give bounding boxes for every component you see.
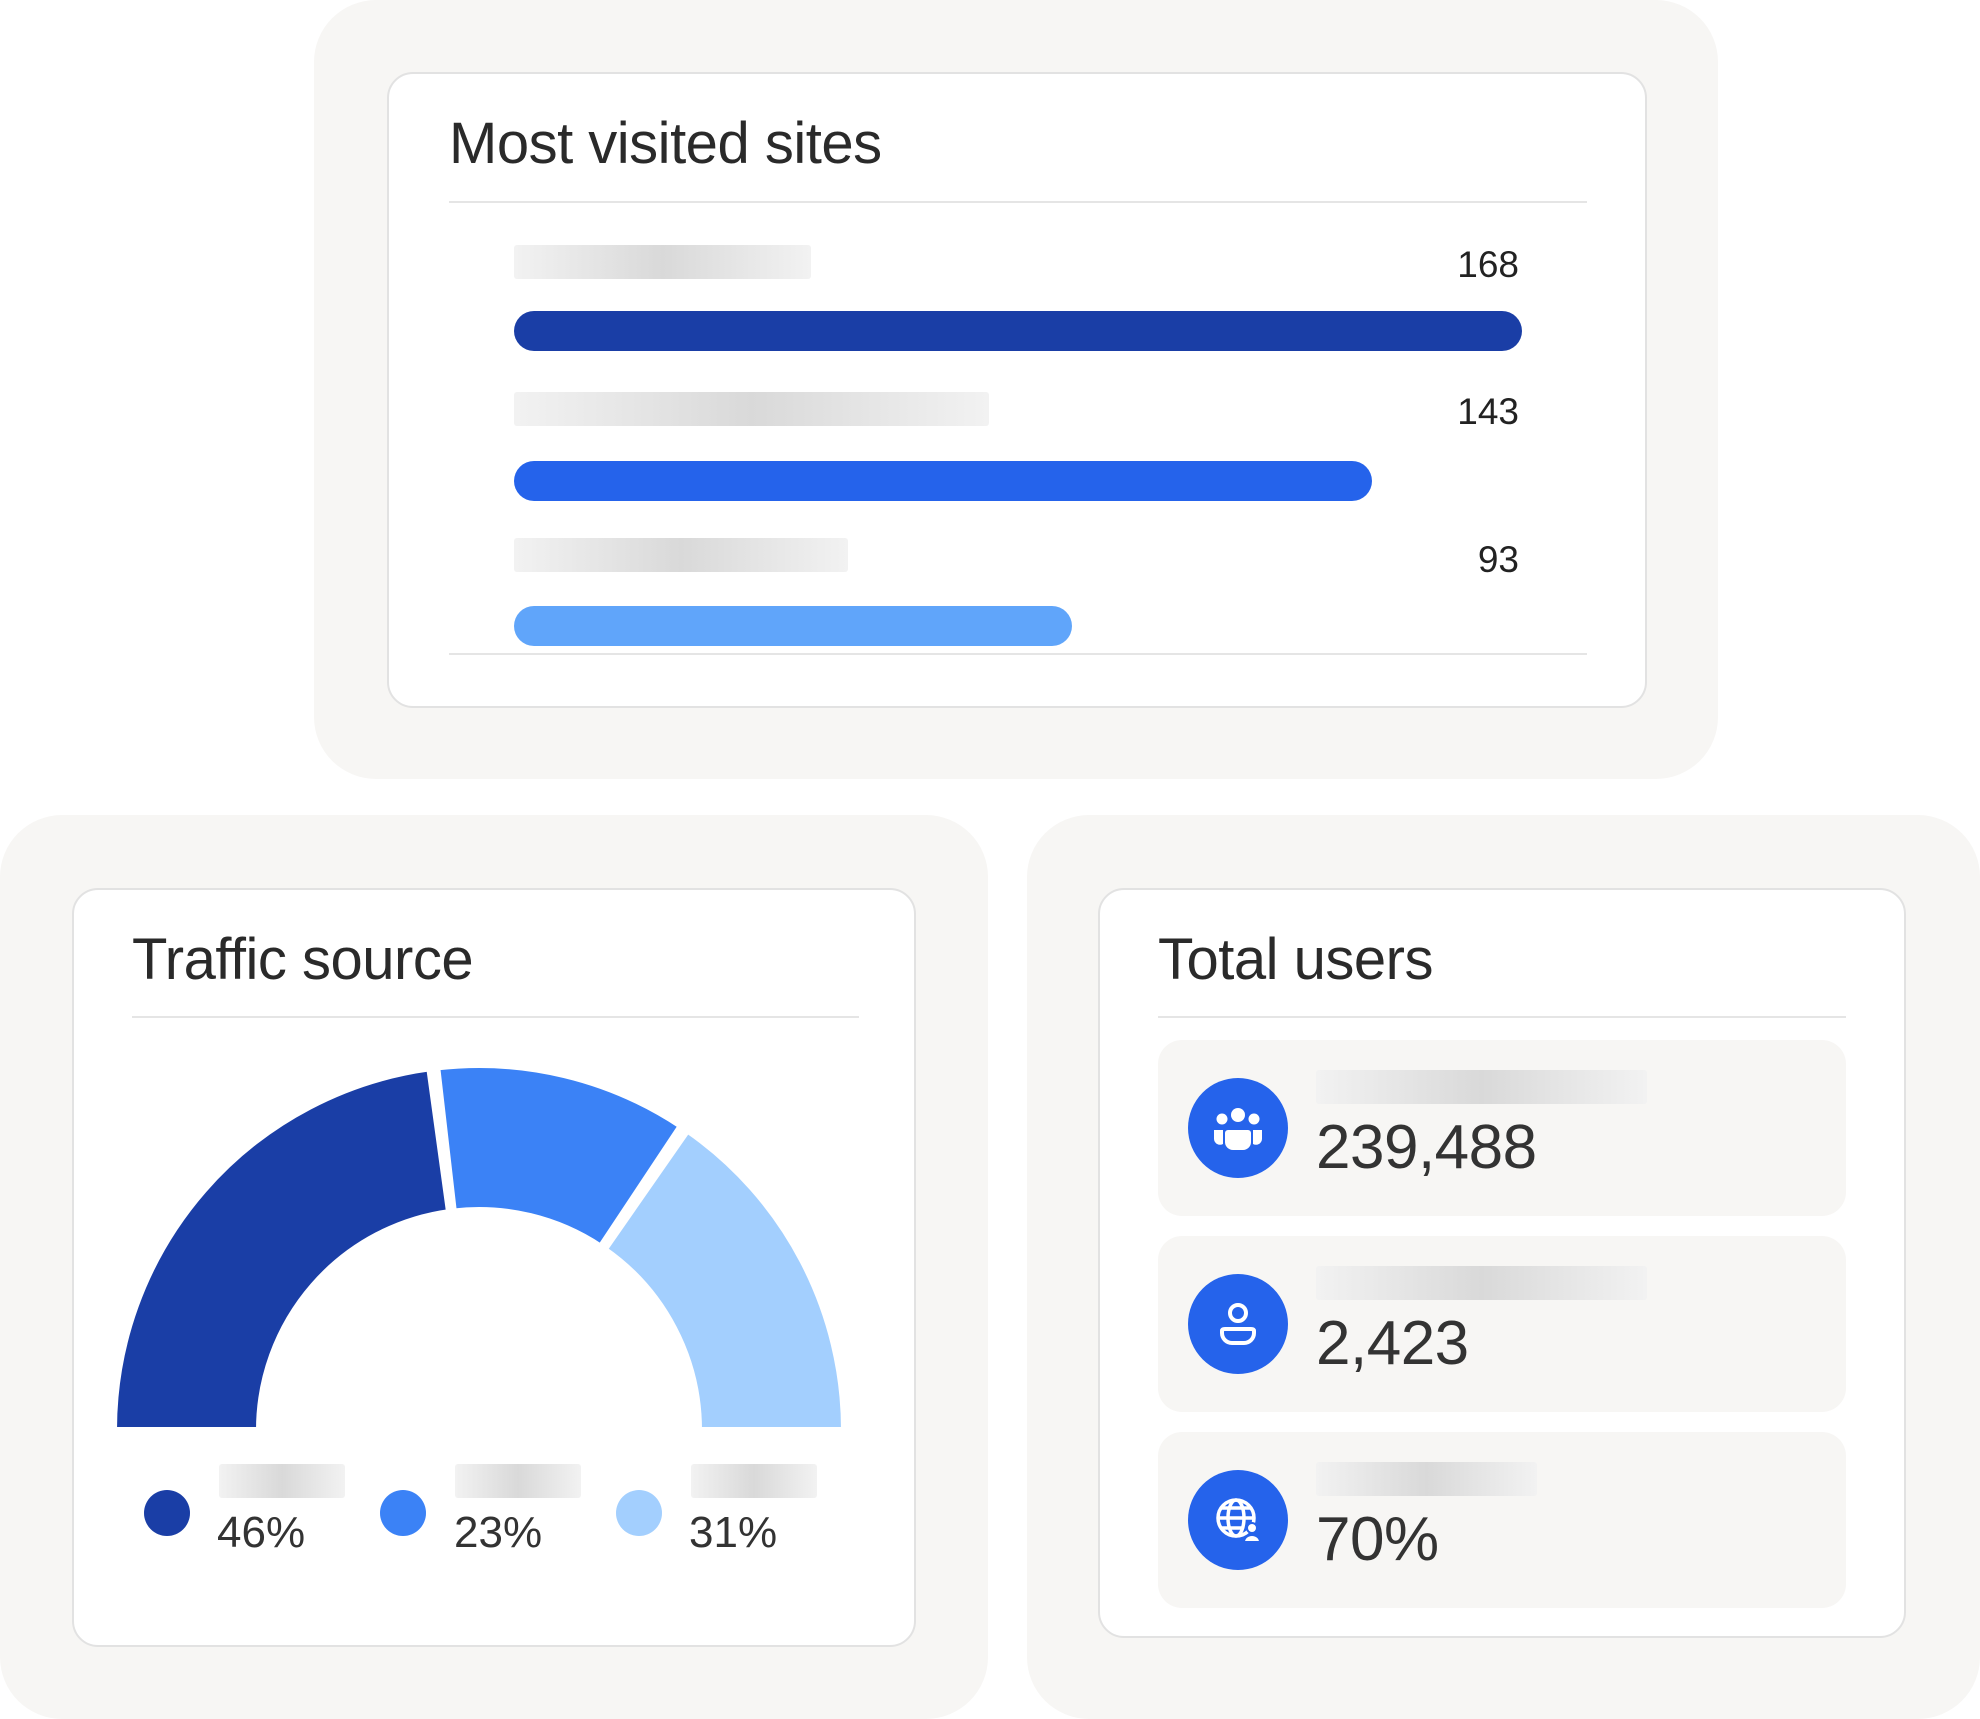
metric-label-placeholder <box>1316 1462 1537 1496</box>
site-name-placeholder <box>514 392 989 426</box>
site-visits-value: 168 <box>1457 244 1519 285</box>
legend-label-placeholder <box>455 1464 581 1498</box>
title-divider <box>449 201 1587 203</box>
title-divider <box>132 1016 859 1018</box>
site-visits-bar <box>514 311 1522 351</box>
total-users-title: Total users <box>1158 927 1433 992</box>
active-users-value: 2,423 <box>1316 1309 1469 1378</box>
legend-label-placeholder <box>691 1464 817 1498</box>
legend-label-placeholder <box>219 1464 345 1498</box>
legend-percent: 31% <box>689 1508 778 1557</box>
bottom-divider <box>449 653 1587 655</box>
most-visited-title: Most visited sites <box>449 111 882 176</box>
legend-dot <box>380 1490 426 1536</box>
gauge-segment-1 <box>111 1065 453 1433</box>
global-users-value: 70% <box>1316 1505 1439 1574</box>
total-users-value: 239,488 <box>1316 1113 1537 1182</box>
title-divider <box>1158 1016 1846 1018</box>
traffic-source-chart <box>111 1062 847 1433</box>
gauge-segment-2 <box>434 1062 684 1250</box>
legend-dot <box>144 1490 190 1536</box>
user-icon <box>1188 1274 1288 1374</box>
legend-percent: 23% <box>454 1508 543 1557</box>
traffic-source-card: Traffic source 46% 23% 31% <box>72 888 916 1647</box>
users-group-icon <box>1188 1078 1288 1178</box>
globe-user-icon <box>1188 1470 1288 1570</box>
site-visits-value: 143 <box>1457 391 1519 432</box>
global-users-row: 70% <box>1158 1432 1846 1608</box>
total-users-row: 239,488 <box>1158 1040 1846 1216</box>
total-users-card: Total users 239,488 2,423 <box>1098 888 1906 1638</box>
site-name-placeholder <box>514 245 811 279</box>
gauge-segment-3 <box>601 1127 847 1433</box>
site-visits-bar <box>514 606 1072 646</box>
traffic-source-title: Traffic source <box>132 927 474 992</box>
site-name-placeholder <box>514 538 848 572</box>
site-visits-value: 93 <box>1477 539 1519 580</box>
legend-dot <box>616 1490 662 1536</box>
legend-percent: 46% <box>217 1508 306 1557</box>
metric-label-placeholder <box>1316 1266 1647 1300</box>
metric-label-placeholder <box>1316 1070 1647 1104</box>
active-users-row: 2,423 <box>1158 1236 1846 1412</box>
most-visited-card: Most visited sites 168 143 93 <box>387 72 1647 708</box>
site-visits-bar <box>514 461 1372 501</box>
